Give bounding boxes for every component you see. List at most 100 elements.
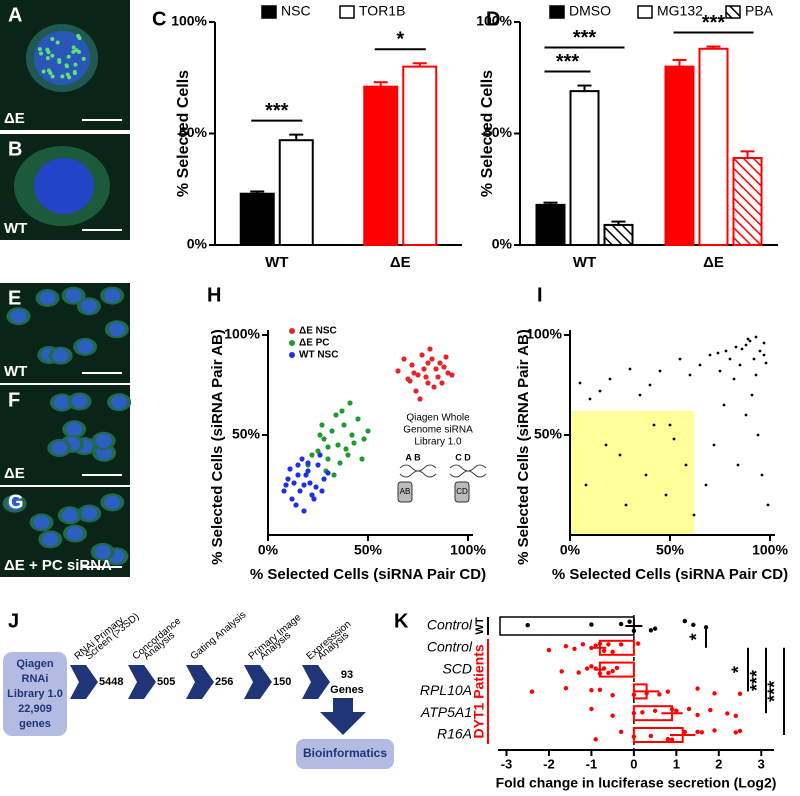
point <box>712 443 716 447</box>
point <box>576 670 581 675</box>
nucleus <box>71 394 88 409</box>
point <box>640 710 645 715</box>
point <box>578 381 582 385</box>
source-box <box>3 652 67 736</box>
point <box>347 400 353 406</box>
point <box>325 470 331 476</box>
y-tick-label: 100% <box>526 326 562 342</box>
point <box>686 706 692 712</box>
step-arrow <box>244 665 272 699</box>
granule <box>50 36 55 41</box>
significance-label: *** <box>265 100 289 122</box>
x-tick-label: 1 <box>673 756 680 771</box>
granule <box>65 72 70 77</box>
legend-swatch <box>637 5 653 19</box>
inset-pair: C D <box>455 452 471 462</box>
point <box>708 707 713 713</box>
step-count: 5448 <box>99 676 123 688</box>
significance-label: * <box>729 666 749 673</box>
point <box>672 437 676 441</box>
point <box>589 622 594 627</box>
point <box>736 463 740 467</box>
granule <box>50 53 55 58</box>
point <box>417 396 423 402</box>
panel-letter: A <box>8 4 22 26</box>
nucleus <box>42 532 59 547</box>
point <box>744 413 748 417</box>
y-tick-label: 50% <box>232 426 261 442</box>
x-axis-label: Fold change in luciferase secretion (Log… <box>496 775 777 791</box>
point <box>762 341 766 345</box>
point <box>433 366 439 372</box>
point <box>315 462 321 468</box>
panel-letter: E <box>8 287 21 309</box>
granule <box>38 51 43 56</box>
point <box>335 442 341 448</box>
point <box>303 472 309 478</box>
nucleus <box>81 506 98 521</box>
nucleus <box>104 495 121 510</box>
point <box>618 729 624 734</box>
granule <box>81 56 86 61</box>
step-count: 150 <box>273 676 291 688</box>
panel-letter: K <box>394 610 409 632</box>
point <box>733 730 738 735</box>
image-caption: ΔE <box>4 465 25 482</box>
x-tick-label: 0% <box>258 542 279 558</box>
tube-label: CD <box>456 487 468 496</box>
point <box>699 730 705 735</box>
point <box>740 347 744 351</box>
legend-marker <box>289 352 295 358</box>
step-count: 505 <box>157 676 175 688</box>
sink-box <box>296 739 394 769</box>
granule <box>73 62 78 67</box>
point <box>597 641 603 646</box>
point <box>307 480 313 486</box>
point <box>589 706 594 712</box>
point <box>644 691 649 696</box>
legend-swatch <box>725 5 741 19</box>
granule <box>71 45 76 50</box>
point <box>638 393 642 397</box>
panel-letter: H <box>207 284 221 306</box>
point <box>648 383 652 387</box>
point <box>423 374 429 380</box>
significance-label: *** <box>747 670 767 691</box>
point <box>411 370 417 376</box>
point <box>695 729 700 734</box>
panel-letter: C <box>152 8 166 30</box>
source-text: RNAi <box>22 673 49 685</box>
point <box>737 691 743 696</box>
legend-marker <box>289 328 295 334</box>
point <box>635 641 641 646</box>
nucleus <box>111 395 128 410</box>
point <box>724 349 728 353</box>
point <box>525 623 530 628</box>
tube <box>454 481 470 503</box>
category-label: R16A <box>437 726 472 742</box>
point <box>733 713 738 719</box>
point <box>311 496 317 502</box>
point <box>682 729 688 735</box>
step-count: 93 <box>341 669 353 681</box>
y-axis-label: % Selected Cells <box>175 70 192 197</box>
panel-letter: D <box>486 8 500 30</box>
image-caption: ΔE + PC siRNA <box>4 557 112 574</box>
legend-label: PBA <box>745 3 774 19</box>
point <box>682 618 688 624</box>
point <box>445 370 451 376</box>
point <box>580 642 586 647</box>
legend-swatch <box>261 5 277 19</box>
point <box>606 670 611 676</box>
point <box>608 377 612 381</box>
point <box>597 687 603 692</box>
point <box>427 346 433 352</box>
point <box>317 452 323 458</box>
point <box>698 363 702 367</box>
inset-text: Library 1.0 <box>414 437 462 448</box>
point <box>754 335 758 339</box>
significance-label: *** <box>702 12 726 34</box>
point <box>618 621 624 627</box>
x-tick-label: 100% <box>752 542 788 558</box>
significance-label: *** <box>556 51 580 73</box>
